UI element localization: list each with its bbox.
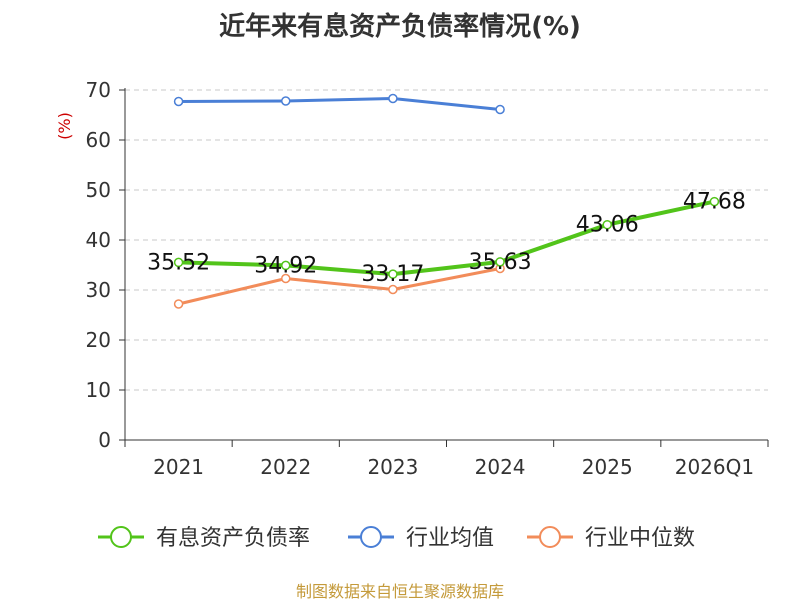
data-label: 47.68 [683, 190, 746, 215]
legend-marker [360, 526, 382, 548]
data-point [281, 273, 291, 284]
y-tick-label: 50 [86, 178, 111, 202]
y-tick-label: 10 [86, 378, 111, 402]
y-tick-label: 70 [86, 78, 111, 102]
legend-marker [539, 526, 561, 548]
data-label: 33.17 [361, 262, 424, 287]
data-point [388, 269, 398, 279]
y-tick-label: 60 [86, 128, 111, 152]
x-tick-label: 2021 [153, 455, 204, 479]
data-point [281, 96, 291, 106]
legend-label: 有息资产负债率 [156, 526, 310, 551]
legend-marker [110, 526, 132, 548]
series-line [178, 199, 715, 277]
y-tick-label: 30 [86, 278, 111, 302]
series-line [178, 97, 501, 111]
y-tick-label: 20 [86, 328, 111, 352]
data-point [173, 257, 184, 268]
legend-label: 行业均值 [406, 526, 494, 551]
data-label: 43.06 [576, 213, 639, 238]
legend-label: 行业中位数 [585, 526, 695, 551]
y-tick-label: 0 [98, 428, 111, 452]
y-tick-label: 40 [86, 228, 111, 252]
data-point [173, 96, 184, 107]
series-line [178, 267, 501, 306]
data-label: 35.63 [469, 250, 532, 275]
data-point [602, 219, 612, 230]
data-point [173, 299, 184, 309]
data-point [388, 93, 398, 104]
x-tick-label: 2026Q1 [675, 455, 754, 479]
data-point [495, 257, 505, 267]
data-point [388, 284, 398, 295]
x-tick-label: 2025 [582, 455, 633, 479]
x-tick-label: 2023 [367, 455, 418, 479]
x-tick-label: 2024 [475, 455, 526, 479]
y-axis-label: (%) [55, 112, 74, 140]
data-label: 34.92 [254, 253, 317, 278]
data-label: 35.52 [147, 250, 210, 275]
data-point [281, 260, 291, 271]
x-tick-label: 2022 [260, 455, 311, 479]
chart-title: 近年来有息资产负债率情况(%) [219, 12, 581, 42]
data-point [709, 196, 720, 207]
data-point [495, 104, 505, 115]
source-note: 制图数据来自恒生聚源数据库 [295, 582, 504, 601]
